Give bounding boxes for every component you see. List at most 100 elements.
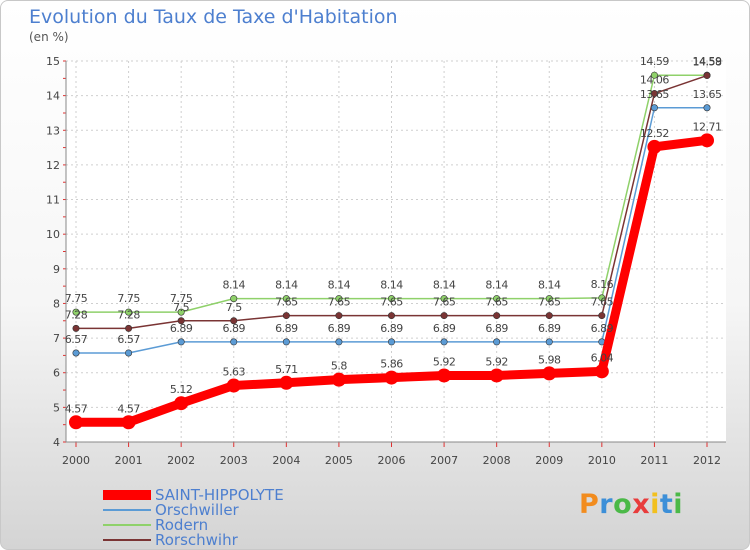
x-tick-label: 2002 xyxy=(167,454,195,467)
data-label: 8.16 xyxy=(591,278,614,291)
data-point xyxy=(437,368,452,383)
data-label: 8.14 xyxy=(433,279,456,292)
data-label: 7.65 xyxy=(328,296,351,309)
logo-letter: r xyxy=(599,489,614,520)
legend-swatch xyxy=(103,508,151,511)
data-label: 8.14 xyxy=(380,279,403,292)
data-point xyxy=(650,71,658,79)
legend-item-orschwiller: Orschwiller xyxy=(103,500,239,519)
data-label: 14.59 xyxy=(640,55,669,68)
data-point xyxy=(177,308,185,316)
data-point xyxy=(440,312,448,320)
data-point xyxy=(440,338,448,346)
data-label: 8.14 xyxy=(223,279,246,292)
data-point xyxy=(331,372,346,387)
x-tick-label: 2004 xyxy=(272,454,300,467)
data-point xyxy=(493,295,501,303)
data-point xyxy=(387,312,395,320)
data-point xyxy=(384,370,399,385)
data-label: 14.59 xyxy=(693,55,722,68)
y-tick-label: 4 xyxy=(53,436,60,449)
x-tick-label: 2009 xyxy=(535,454,563,467)
data-point xyxy=(703,104,711,112)
legend-item-rodern: Rodern xyxy=(103,516,208,534)
data-label: 7.75 xyxy=(117,292,140,305)
data-point xyxy=(598,312,606,320)
chart-title: Evolution du Taux de Taxe d'Habitation xyxy=(29,6,398,28)
data-label: 5.92 xyxy=(485,355,508,368)
data-label: 4.57 xyxy=(117,402,140,415)
data-label: 6.89 xyxy=(223,322,246,335)
data-label: 5.8 xyxy=(331,360,347,373)
data-label: 5.12 xyxy=(170,383,193,396)
data-point xyxy=(493,338,501,346)
data-point xyxy=(125,349,133,357)
y-tick-label: 10 xyxy=(46,228,60,241)
data-point xyxy=(703,72,711,80)
logo-letter: i xyxy=(650,489,660,520)
legend-label: Rorschwihr xyxy=(155,530,238,549)
data-label: 13.65 xyxy=(693,88,722,101)
data-point xyxy=(125,308,133,316)
data-point xyxy=(335,338,343,346)
data-point xyxy=(542,366,557,381)
legend-label: Orschwiller xyxy=(155,500,239,519)
data-point xyxy=(72,324,80,332)
legend-label: SAINT-HIPPOLYTE xyxy=(155,485,284,504)
data-label: 5.86 xyxy=(380,358,403,371)
data-label: 6.89 xyxy=(275,322,298,335)
data-label: 5.92 xyxy=(433,355,456,368)
x-tick-label: 2007 xyxy=(430,454,458,467)
logo-letter: x xyxy=(632,489,651,520)
data-label: 7.28 xyxy=(117,308,140,321)
data-point xyxy=(387,338,395,346)
logo-letter: P xyxy=(579,489,600,520)
data-point xyxy=(493,312,501,320)
y-tick-label: 6 xyxy=(53,367,60,380)
data-label: 6.57 xyxy=(117,333,140,346)
data-label: 8.14 xyxy=(275,279,298,292)
data-point xyxy=(72,349,80,357)
logo-letter: o xyxy=(613,489,633,520)
data-point xyxy=(125,324,133,332)
y-tick-label: 8 xyxy=(53,297,60,310)
data-point xyxy=(594,364,609,379)
data-label: 7.5 xyxy=(226,301,242,314)
data-label: 6.89 xyxy=(538,322,561,335)
data-point xyxy=(489,368,504,383)
data-label: 12.71 xyxy=(693,120,722,133)
data-label: 6.89 xyxy=(170,322,193,335)
y-tick-label: 14 xyxy=(46,90,60,103)
data-label: 7.65 xyxy=(591,296,614,309)
data-label: 8.14 xyxy=(328,279,351,292)
y-tick-label: 7 xyxy=(53,332,60,345)
data-point xyxy=(598,294,606,302)
data-point xyxy=(69,415,83,430)
x-tick-label: 2000 xyxy=(62,454,90,467)
data-point xyxy=(650,90,658,98)
data-label: 6.89 xyxy=(328,322,351,335)
x-tick-label: 2011 xyxy=(640,454,668,467)
y-tick-label: 13 xyxy=(46,124,60,137)
chart-subtitle: (en %) xyxy=(29,30,69,44)
data-point xyxy=(174,396,189,411)
data-label: 7.65 xyxy=(275,296,298,309)
data-point xyxy=(72,308,80,316)
x-tick-label: 2008 xyxy=(483,454,511,467)
data-label: 7.65 xyxy=(380,296,403,309)
y-tick-label: 9 xyxy=(53,263,60,276)
proxiti-logo: Proxiti xyxy=(579,489,683,520)
data-label: 7.28 xyxy=(65,308,88,321)
x-tick-label: 2005 xyxy=(325,454,353,467)
data-point xyxy=(335,295,343,303)
data-label: 6.57 xyxy=(65,333,88,346)
data-label: 6.89 xyxy=(433,322,456,335)
x-tick-label: 2001 xyxy=(115,454,143,467)
data-point xyxy=(647,139,662,154)
data-point xyxy=(545,312,553,320)
data-label: 14.06 xyxy=(640,74,669,87)
data-label: 6.89 xyxy=(485,322,508,335)
data-label: 13.65 xyxy=(640,88,669,101)
